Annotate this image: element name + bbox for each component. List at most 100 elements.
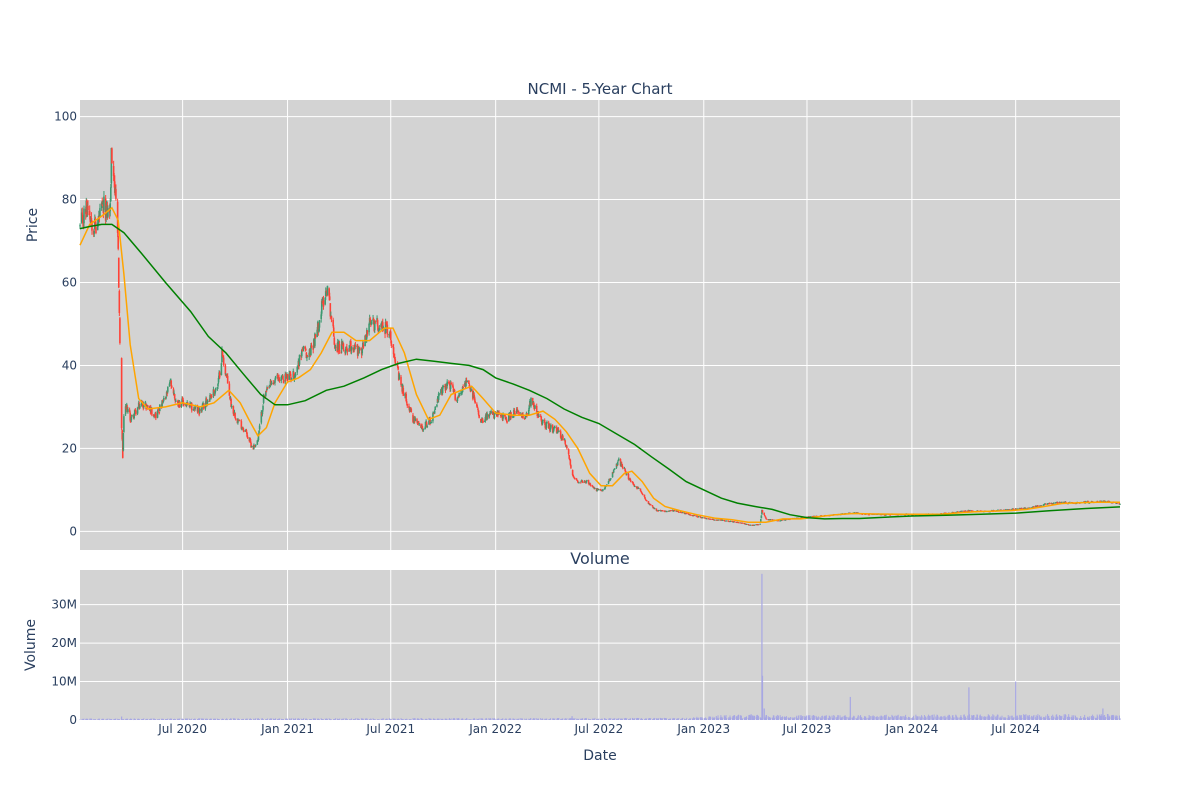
volume-bar (338, 719, 340, 720)
volume-bar (1118, 715, 1120, 720)
candle-body (234, 412, 236, 419)
candle-body (190, 403, 193, 411)
volume-bar (699, 717, 701, 720)
candle-body (393, 356, 396, 360)
candle-body (598, 489, 600, 491)
volume-bar (484, 719, 486, 720)
candle-body (477, 408, 479, 411)
volume-bar (332, 719, 334, 720)
volume-bar (485, 718, 487, 720)
candle-body (170, 386, 173, 388)
volume-bar (851, 717, 853, 720)
volume-bar (265, 718, 267, 720)
volume-bar (641, 719, 643, 720)
candle-body (161, 400, 163, 408)
price-plot-background (80, 100, 1120, 550)
volume-bar (350, 718, 352, 720)
volume-bar (125, 718, 127, 720)
volume-bar (240, 719, 242, 720)
volume-bar (779, 715, 781, 720)
volume-bar (716, 718, 718, 720)
volume-bar (149, 719, 151, 720)
volume-bar (392, 718, 394, 720)
volume-bar (608, 718, 610, 720)
volume-bar (706, 718, 708, 720)
volume-bar (253, 719, 255, 720)
volume-bar (452, 718, 454, 720)
volume-bar (437, 718, 439, 720)
volume-bar (182, 718, 184, 720)
volume-bar (764, 717, 766, 720)
candle-body (238, 420, 241, 422)
volume-bar (996, 715, 998, 720)
candle-body (507, 413, 510, 422)
volume-bar (732, 716, 734, 720)
candle-body (452, 384, 454, 388)
candle-body (229, 396, 231, 399)
volume-bar (695, 717, 697, 720)
volume-bar (701, 717, 703, 720)
volume-bar (566, 718, 568, 720)
volume-bar (820, 718, 822, 720)
volume-bar (852, 716, 854, 720)
volume-bar (820, 718, 822, 720)
volume-bar (1040, 716, 1042, 720)
volume-bar (841, 716, 843, 720)
volume-bar (536, 718, 538, 720)
volume-bar (873, 716, 875, 720)
volume-bar (516, 718, 518, 720)
volume-bar (935, 716, 937, 720)
candle-body (541, 421, 544, 425)
volume-bar (118, 719, 120, 720)
volume-bar (1048, 718, 1050, 720)
volume-bar (932, 717, 934, 720)
volume-bar (154, 719, 156, 720)
volume-bar (496, 719, 498, 720)
candle-body (532, 401, 535, 404)
candle-body (274, 376, 277, 380)
volume-spike-bar (1015, 681, 1017, 720)
volume-bar (648, 718, 650, 720)
volume-bar (314, 718, 316, 720)
volume-bar (470, 719, 472, 721)
candle-body (749, 524, 752, 526)
volume-bar (425, 718, 427, 720)
candle-body (361, 348, 364, 354)
volume-bar (869, 717, 871, 720)
volume-bar (765, 714, 767, 720)
candle-body (378, 328, 381, 331)
candle-body (584, 480, 586, 483)
candle-body (544, 423, 547, 428)
volume-bar (681, 719, 683, 720)
candle-body (102, 203, 104, 205)
candle-body (764, 516, 767, 518)
volume-bar (119, 719, 121, 720)
volume-bar (376, 719, 378, 720)
candle-body (163, 398, 165, 401)
candle-body (217, 377, 220, 383)
volume-bar (776, 714, 778, 720)
candle-body (712, 519, 715, 521)
candle-body (644, 498, 647, 500)
candle-body (422, 429, 425, 431)
volume-bar (147, 718, 149, 720)
volume-bar (864, 716, 866, 720)
volume-bar (273, 719, 275, 720)
candle-body (747, 524, 750, 526)
volume-bar (992, 718, 994, 720)
volume-bar (429, 718, 431, 720)
volume-bar (184, 718, 186, 720)
volume-bar (117, 719, 119, 720)
candle-body (224, 365, 227, 375)
candle-body (657, 510, 659, 512)
volume-bar (1019, 714, 1021, 720)
candle-body (137, 407, 139, 409)
candle-body (468, 380, 470, 384)
volume-bar (412, 718, 414, 720)
volume-bar (728, 718, 730, 720)
volume-bar (561, 719, 563, 720)
volume-bar (349, 719, 351, 721)
volume-bar (380, 718, 382, 720)
volume-bar (1071, 716, 1073, 720)
candle-body (889, 514, 892, 516)
